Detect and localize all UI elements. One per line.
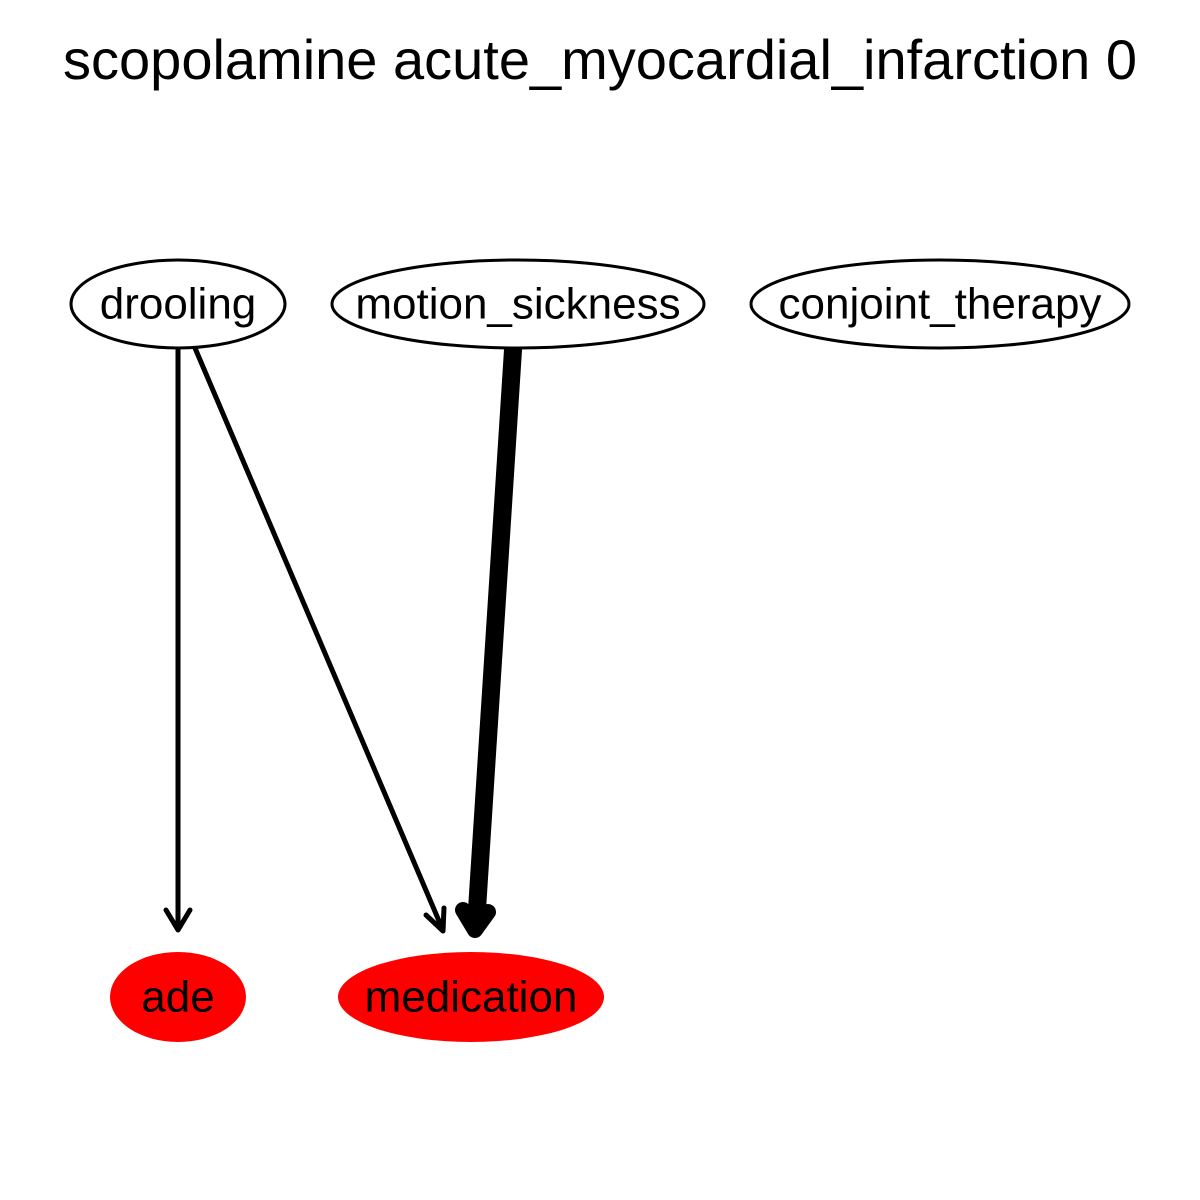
edge-drooling-medication: [192, 345, 447, 934]
node-ade-label: ade: [141, 973, 214, 1022]
node-medication: medication: [338, 952, 604, 1042]
node-conjoint-therapy-label: conjoint_therapy: [779, 280, 1102, 329]
node-conjoint-therapy: conjoint_therapy: [749, 258, 1131, 350]
node-ade: ade: [110, 952, 246, 1042]
edge-motion-sickness-medication: [455, 341, 522, 938]
node-drooling-label: drooling: [100, 280, 257, 329]
node-drooling: drooling: [69, 258, 287, 350]
node-motion-sickness: motion_sickness: [330, 258, 706, 350]
node-motion-sickness-label: motion_sickness: [355, 280, 680, 329]
page-title: scopolamine acute_myocardial_infarction …: [63, 28, 1137, 91]
edge-drooling-ade: [163, 345, 193, 933]
node-medication-label: medication: [365, 973, 578, 1022]
